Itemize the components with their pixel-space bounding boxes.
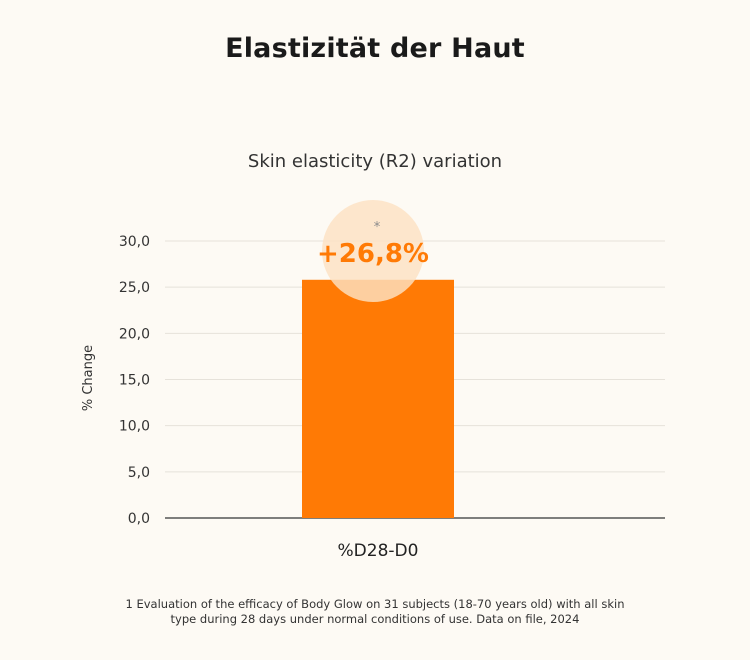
footnote-line-1: 1 Evaluation of the efficacy of Body Glo… bbox=[125, 597, 625, 611]
footnote-line-2: type during 28 days under normal conditi… bbox=[170, 612, 580, 626]
y-tick-label: 25,0 bbox=[119, 280, 150, 296]
annotation-value-label: +26,8% bbox=[317, 239, 429, 269]
y-tick-label: 20,0 bbox=[119, 326, 150, 342]
y-tick-label: 15,0 bbox=[119, 373, 150, 389]
y-tick-label: 10,0 bbox=[119, 419, 150, 435]
annotation: * +26,8% bbox=[317, 200, 429, 302]
bars bbox=[302, 279, 454, 518]
y-tick-label: 0,0 bbox=[128, 511, 150, 527]
bar bbox=[302, 279, 454, 518]
x-tick-label: %D28-D0 bbox=[338, 541, 419, 561]
footnote: 1 Evaluation of the efficacy of Body Glo… bbox=[0, 597, 750, 627]
y-tick-labels: 0,0 5,0 10,0 15,0 20,0 25,0 30,0 bbox=[119, 234, 150, 527]
annotation-marker: * bbox=[374, 220, 381, 235]
bar-chart: 0,0 5,0 10,0 15,0 20,0 25,0 30,0 * +26,8% % Cha… bbox=[81, 200, 665, 561]
y-tick-label: 30,0 bbox=[119, 234, 150, 250]
page-title: Elastizität der Haut bbox=[225, 33, 525, 64]
annotation-circle bbox=[322, 200, 424, 302]
chart-title: Skin elasticity (R2) variation bbox=[247, 151, 503, 172]
x-tick-labels: %D28-D0 bbox=[338, 541, 419, 561]
y-axis-label: % Change bbox=[81, 345, 96, 411]
y-tick-label: 5,0 bbox=[128, 465, 150, 481]
